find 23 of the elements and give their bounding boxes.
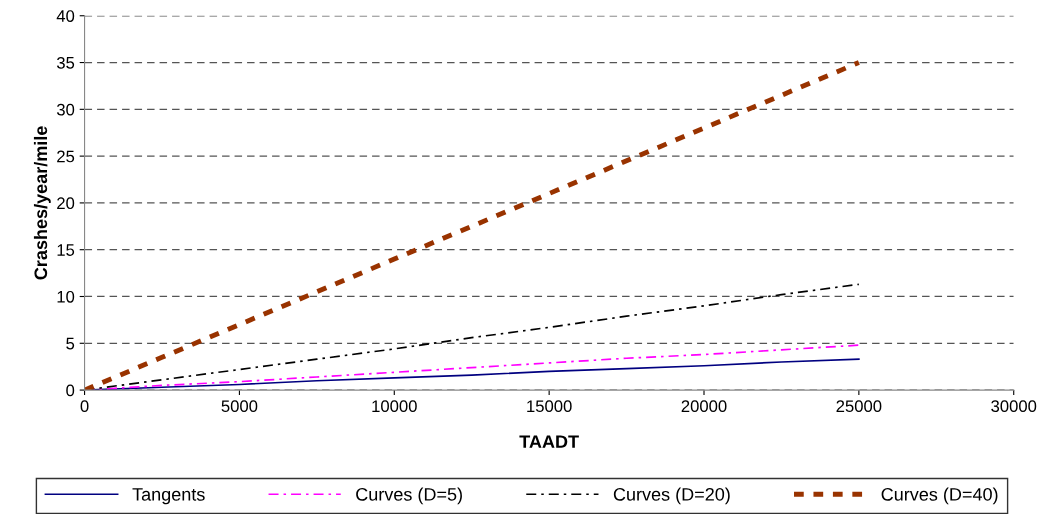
legend-label: Curves (D=40) [881,487,998,505]
x-tick-label: 0 [80,400,89,413]
x-tick-label: 20000 [681,400,727,413]
y-tick-label: 35 [56,56,75,69]
y-tick-label: 20 [57,197,75,210]
y-tick-label: 15 [57,244,75,256]
x-axis-title: TAADT [519,435,579,448]
x-tick-label: 5000 [221,400,258,413]
y-tick-label: 30 [56,103,75,116]
x-tick-label: 30000 [991,400,1037,413]
x-tick-label: 25000 [836,400,882,413]
legend-label: Curves (D=5) [356,487,462,505]
y-tick-label: 5 [66,337,75,350]
legend-label: Tangents [132,488,205,505]
line-series [84,60,862,391]
legend-label: Curves (D=20) [613,487,730,505]
y-tick-label: 40 [56,10,75,22]
x-tick-label: 15000 [527,400,572,413]
y-tick-label: 25 [57,150,75,163]
x-tick-label: 10000 [372,400,417,413]
y-axis-title: Crashes/year/mile [33,126,51,280]
y-tick-label: 0 [66,384,75,397]
y-tick-label: 10 [57,290,75,303]
